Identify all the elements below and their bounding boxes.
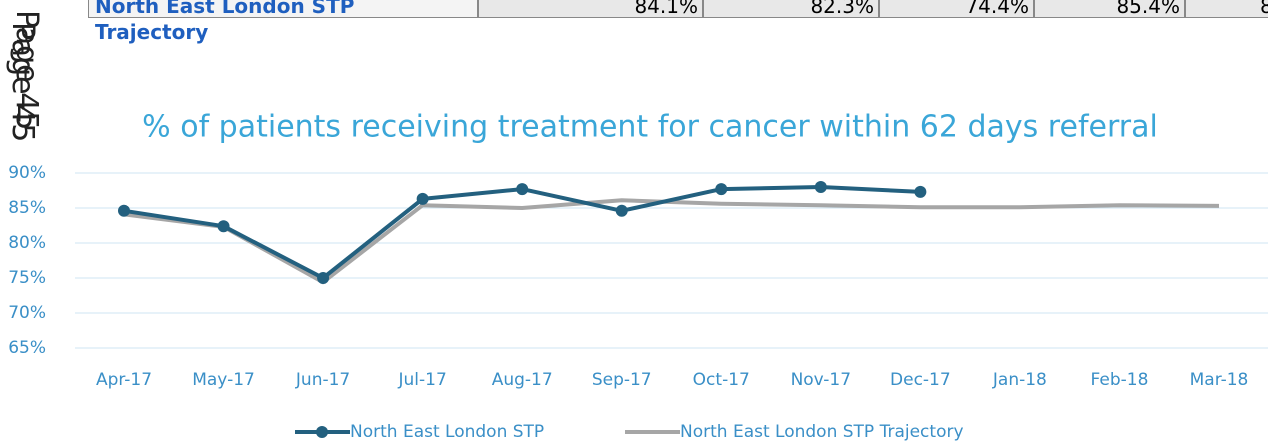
y-tick-label: 65%	[8, 338, 46, 358]
table-cell: 74.4%	[879, 0, 1034, 18]
x-tick-label: Jan-18	[992, 370, 1047, 390]
legend-marker	[316, 426, 328, 438]
y-tick-label: 90%	[8, 163, 46, 183]
data-point	[814, 181, 827, 193]
table-row: North East London STP Trajectory 84.1% 8…	[88, 0, 1268, 44]
legend-label: North East London STP Trajectory	[680, 422, 964, 441]
data-point	[317, 272, 330, 284]
x-tick-label: Mar-18	[1190, 370, 1249, 390]
chart-title: % of patients receiving treatment for ca…	[142, 110, 1158, 145]
y-tick-label: 70%	[8, 303, 46, 323]
x-tick-label: Nov-17	[791, 370, 852, 390]
legend-label: North East London STP	[350, 422, 544, 441]
data-point	[416, 192, 429, 205]
x-tick-label: Sep-17	[592, 370, 652, 390]
y-tick-label: 80%	[8, 233, 46, 253]
y-tick-label: 75%	[8, 268, 46, 288]
table-cell: North East London STP Trajectory	[88, 0, 478, 44]
series-line	[123, 185, 921, 280]
table-cell: 84.1%	[478, 0, 703, 18]
table-cell: 8	[1185, 0, 1268, 18]
x-tick-label: Jun-17	[295, 370, 350, 390]
x-tick-label: Oct-17	[693, 370, 750, 390]
page-number: Page 45	[5, 22, 40, 143]
x-tick-label: Aug-17	[492, 370, 553, 390]
series-line	[123, 198, 1220, 285]
data-point	[217, 220, 230, 233]
data-point	[516, 183, 529, 196]
data-point	[715, 183, 728, 196]
data-point	[615, 204, 628, 217]
data-point	[914, 185, 927, 198]
x-tick-label: Dec-17	[890, 370, 951, 390]
data-point	[118, 204, 130, 217]
x-tick-label: Feb-18	[1091, 370, 1149, 390]
y-tick-label: 85%	[8, 198, 46, 218]
table-cell: 82.3%	[703, 0, 879, 18]
x-tick-label: Jul-17	[397, 370, 446, 390]
x-tick-label: Apr-17	[96, 370, 152, 390]
table-cell: 85.4%	[1034, 0, 1185, 18]
x-tick-label: May-17	[192, 370, 255, 390]
